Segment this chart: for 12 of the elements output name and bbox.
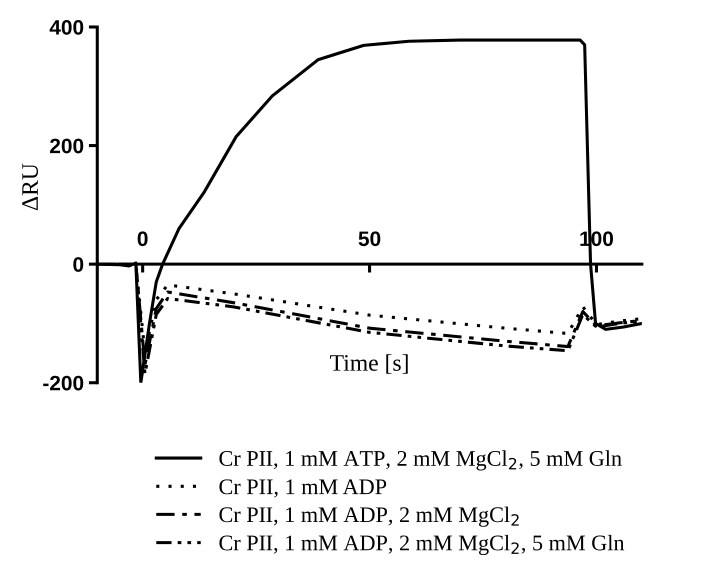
x-tick-label: 0 xyxy=(138,231,148,246)
y-tick-label: 400 xyxy=(50,20,84,35)
legend-label: Cr PII, 1 mM ADP, 2 mM MgCl$_{2}$ xyxy=(219,506,519,527)
legend-label: Cr PII, 1 mM ADP xyxy=(219,479,386,498)
y-tick-label: 0 xyxy=(73,257,84,272)
y-axis-title: ΔRU xyxy=(22,164,38,210)
y-tick-label: 200 xyxy=(50,138,84,154)
legend-label: Cr PII, 1 mM ADP, 2 mM MgCl$_{2}$, 5 mM Gln xyxy=(219,534,624,556)
x-axis-title: Time [s] xyxy=(330,354,408,374)
x-tick-label: 50 xyxy=(358,231,380,246)
legend-label: Cr PII, 1 mM ATP, 2 mM MgCl$_{2}$, 5 mM Gln xyxy=(219,450,622,471)
y-tick-label: -200 xyxy=(43,376,84,390)
